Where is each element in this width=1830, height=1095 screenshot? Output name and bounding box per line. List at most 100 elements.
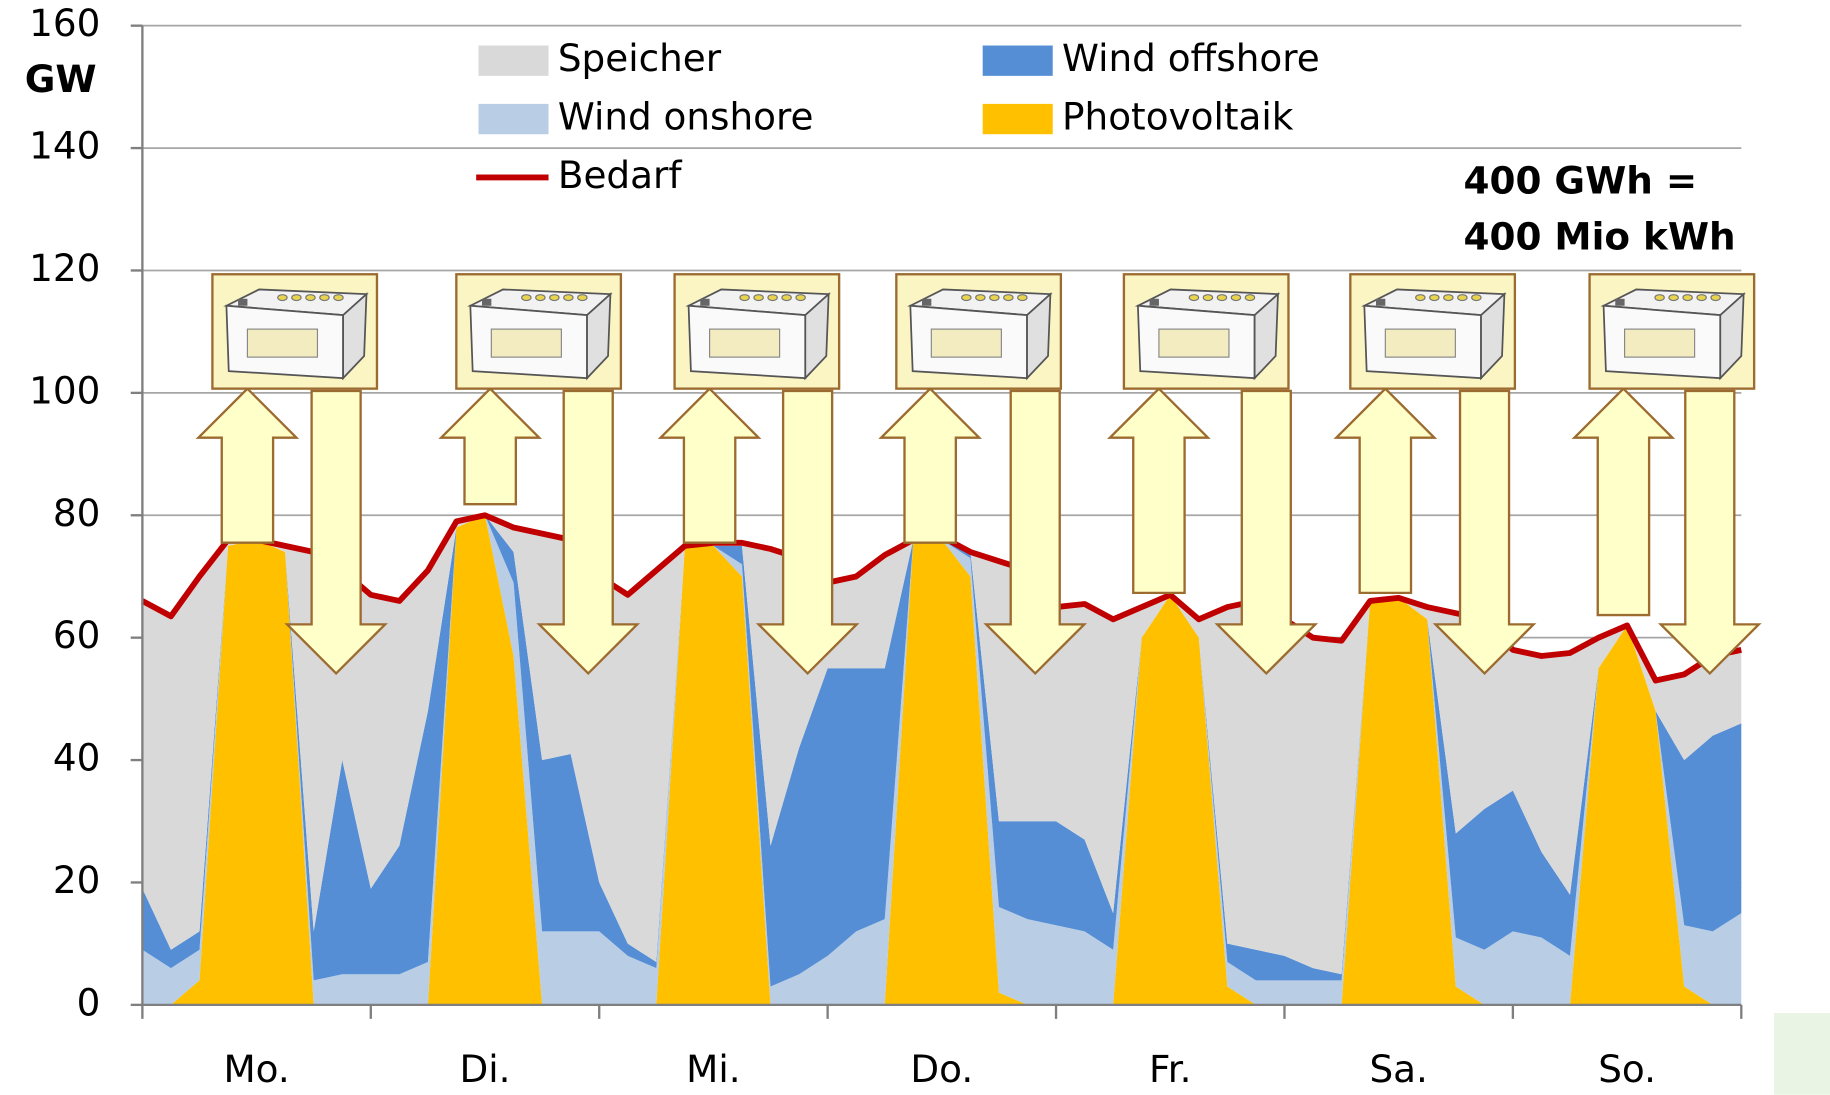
battery-box (675, 274, 840, 388)
y-tick-label: 20 (53, 858, 101, 902)
battery-cap (1231, 295, 1240, 301)
charge-arrow (881, 389, 979, 543)
discharge-arrow (287, 391, 385, 673)
discharge-arrow (1217, 391, 1315, 673)
legend-label: Speicher (558, 36, 722, 80)
x-tick-label: Di. (460, 1047, 511, 1091)
battery-cap (1683, 295, 1692, 301)
battery-cap (1697, 295, 1706, 301)
battery-cap (1245, 295, 1254, 301)
battery-cap (1189, 295, 1198, 301)
battery-cap (1004, 295, 1013, 301)
battery-label (931, 329, 1001, 357)
corner-decoration (1774, 1013, 1830, 1095)
discharge-arrow (1661, 391, 1759, 673)
battery-cap (1430, 295, 1439, 301)
charge-arrow (198, 389, 296, 543)
battery-cap (1416, 295, 1425, 301)
legend-label: Wind onshore (558, 95, 814, 139)
battery-cap (782, 295, 791, 301)
battery-cap (536, 295, 545, 301)
legend-swatch (479, 46, 549, 76)
y-tick-label: 100 (29, 368, 100, 412)
y-axis-label: GW (25, 57, 97, 101)
battery-label (491, 329, 561, 357)
discharge-arrow (986, 391, 1084, 673)
battery-label (1625, 329, 1695, 357)
x-tick-label: Fr. (1149, 1047, 1192, 1091)
battery-cap (796, 295, 805, 301)
battery-cap (768, 295, 777, 301)
battery-box (1350, 274, 1515, 388)
battery-cap (962, 295, 971, 301)
chart-body: 0 20 40 60 80 100 120 140 160 GW Mo. Di. Mi. Do. Fr. Sa… (25, 1, 1830, 1095)
battery-terminal (482, 299, 491, 306)
battery-terminal (922, 299, 931, 306)
battery-cap (278, 295, 287, 301)
discharge-arrow (759, 391, 857, 673)
charge-arrow (1336, 389, 1434, 593)
discharge-arrow (1436, 391, 1534, 673)
battery-label (710, 329, 780, 357)
battery-cap (1669, 295, 1678, 301)
y-tick-label: 60 (53, 613, 101, 657)
battery-cap (1472, 295, 1481, 301)
charge-arrow (661, 389, 759, 543)
battery-cap (1711, 295, 1720, 301)
battery-cap (754, 295, 763, 301)
discharge-arrow (539, 391, 637, 673)
battery-label (1159, 329, 1229, 357)
x-tick-label: Mi. (686, 1047, 740, 1091)
battery-box (456, 274, 621, 388)
battery-terminal (238, 299, 247, 306)
battery-cap (1655, 295, 1664, 301)
battery-cap (740, 295, 749, 301)
y-tick-label: 160 (29, 1, 100, 45)
y-tick-label: 80 (53, 491, 101, 535)
battery-cap (1217, 295, 1226, 301)
annotation: 400 Mio kWh (1464, 215, 1736, 259)
battery-cap (1444, 295, 1453, 301)
battery-label (1385, 329, 1455, 357)
charge-arrow (441, 389, 539, 505)
battery-box (896, 274, 1061, 388)
battery-box (1590, 274, 1755, 388)
annotation: 400 GWh = (1464, 159, 1698, 203)
x-tick-label: Do. (910, 1047, 973, 1091)
battery-box (212, 274, 377, 388)
battery-cap (320, 295, 329, 301)
legend-swatch (479, 104, 549, 134)
battery-cap (334, 295, 343, 301)
battery-cap (1458, 295, 1467, 301)
battery-terminal (1376, 299, 1385, 306)
battery-cap (522, 295, 531, 301)
battery-cap (550, 295, 559, 301)
battery-cap (1018, 295, 1027, 301)
battery-cap (1203, 295, 1212, 301)
charge-arrow (1574, 389, 1672, 615)
battery-label (247, 329, 317, 357)
battery-cap (564, 295, 573, 301)
y-tick-label: 40 (53, 736, 101, 780)
battery-terminal (1150, 299, 1159, 306)
battery-cap (976, 295, 985, 301)
battery-terminal (1615, 299, 1624, 306)
x-tick-label: So. (1598, 1047, 1656, 1091)
battery-box (1124, 274, 1289, 388)
charge-arrow (1110, 389, 1208, 593)
legend-label: Bedarf (558, 153, 682, 197)
x-tick-label: Sa. (1369, 1047, 1427, 1091)
y-tick-label: 120 (29, 246, 100, 290)
battery-cap (292, 295, 301, 301)
legend-label: Wind offshore (1062, 36, 1320, 80)
y-tick-label: 140 (29, 124, 100, 168)
legend-swatch (983, 46, 1053, 76)
battery-cap (990, 295, 999, 301)
chart: 0 20 40 60 80 100 120 140 160 GW Mo. Di. Mi. Do. Fr. Sa… (0, 0, 1830, 1095)
y-tick-label: 0 (77, 980, 101, 1024)
battery-cap (306, 295, 315, 301)
legend-label: Photovoltaik (1062, 95, 1294, 139)
x-tick-label: Mo. (223, 1047, 289, 1091)
legend-swatch (983, 104, 1053, 134)
battery-terminal (700, 299, 709, 306)
